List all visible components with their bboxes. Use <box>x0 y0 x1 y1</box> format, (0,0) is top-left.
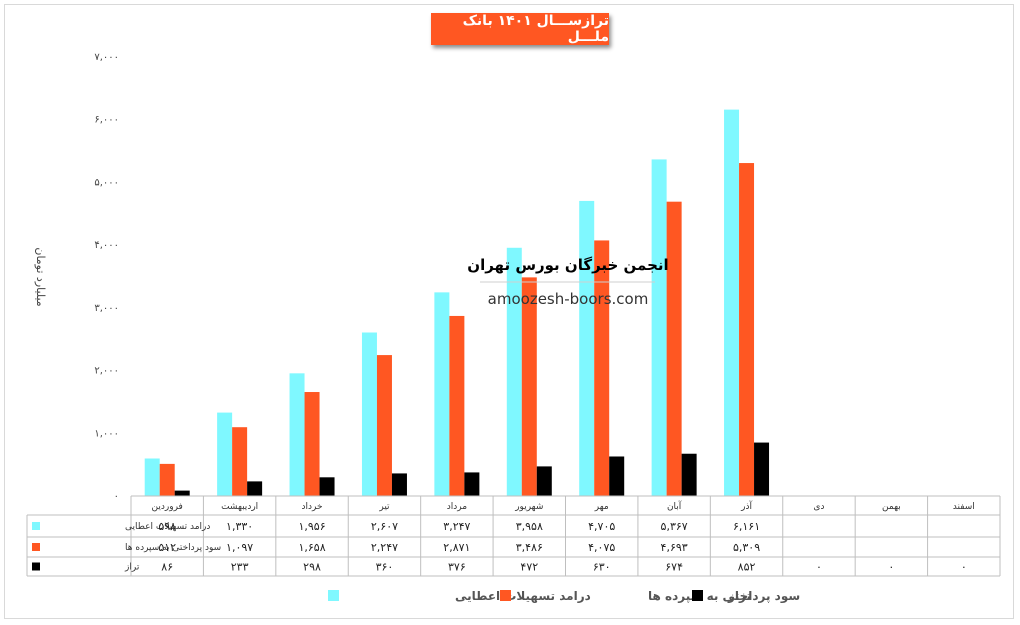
table-cell: ۸۶ <box>161 561 173 574</box>
table-cell: ۵,۳۰۹ <box>733 541 760 554</box>
bar <box>449 315 465 496</box>
bar <box>579 200 595 496</box>
y-tick-label: ۳,۰۰۰ <box>94 303 119 314</box>
table-header-cell: آبان <box>667 500 682 512</box>
bar <box>289 373 305 496</box>
table-cell: ۵۹۸ <box>158 520 176 533</box>
legend-label: تراز <box>727 589 751 603</box>
table-row-label: تراز <box>124 563 140 573</box>
watermark-line1: انجمن خبرگان بورس تهران <box>467 256 668 274</box>
bar <box>391 473 407 496</box>
legend-label: سود پرداختی به سپرده ها <box>648 589 800 604</box>
bar <box>506 247 522 496</box>
table-header-cell: بهمن <box>882 502 901 512</box>
bar <box>464 472 480 496</box>
y-axis: ۰ ۱,۰۰۰ ۲,۰۰۰ ۳,۰۰۰ ۴,۰۰۰ ۵,۰۰۰ ۶,۰۰۰ ۷,۰۰۰ <box>94 52 119 502</box>
table-cell: ۲,۸۷۱ <box>443 541 470 554</box>
table-cell: ۴۷۲ <box>520 561 538 574</box>
legend-label: درامد تسهیلات اعطایی <box>455 589 591 603</box>
table-cell: ۵۱۲ <box>158 541 176 554</box>
watermark-line2: amoozesh-boors.com <box>488 290 649 308</box>
legend-key <box>328 590 339 601</box>
table-header-cell: مهر <box>594 502 609 512</box>
table-cell: ۰ <box>816 561 822 574</box>
y-tick-label: ۲,۰۰۰ <box>94 366 119 377</box>
bar <box>217 412 233 496</box>
table-cell: ۳۷۶ <box>448 561 466 574</box>
table-header-cell: شهریور <box>514 502 543 512</box>
bar <box>724 109 740 497</box>
table-cell: ۳۶۰ <box>376 561 394 574</box>
table-cell: ۲,۶۰۷ <box>371 520 398 533</box>
bar <box>376 355 392 496</box>
table-cell: ۱,۰۹۷ <box>226 541 253 554</box>
y-tick-label: ۶,۰۰۰ <box>94 115 119 126</box>
table-cell: ۸۵۲ <box>738 561 756 574</box>
table-header-cell: آذر <box>740 500 752 512</box>
table-cell: ۱,۶۵۸ <box>298 541 325 554</box>
watermark: انجمن خبرگان بورس تهران amoozesh-boors.c… <box>467 256 668 308</box>
table-cell: ۲۳۳ <box>231 561 249 574</box>
bar <box>521 277 537 496</box>
table-cell: ۳,۹۵۸ <box>516 520 543 533</box>
bar <box>651 159 667 497</box>
data-table: فروردین اردیبهشت خرداد تیر مرداد شهریور مهر آبا… <box>26 495 1001 577</box>
table-cell: ۴,۶۹۳ <box>661 541 688 554</box>
table-cell: ۴,۷۰۵ <box>588 520 615 533</box>
bar <box>594 240 610 496</box>
table-cell: ۶۷۴ <box>665 561 683 574</box>
chart-title: ترازســـال ۱۴۰۱ بانک ملـــل <box>431 13 609 45</box>
table-row-label: سود پرداختی به سپرده ها <box>125 543 221 553</box>
bar <box>232 427 248 496</box>
table-cell: ۵,۳۶۷ <box>661 520 688 533</box>
table-cell: ۴,۰۷۵ <box>588 541 615 554</box>
bar <box>536 466 552 496</box>
table-header-cell: فروردین <box>152 502 183 512</box>
table-cell: ۲,۲۴۷ <box>371 541 398 554</box>
table-cell: ۳,۲۴۷ <box>443 520 470 533</box>
table-header-cell: مرداد <box>447 502 467 512</box>
bar <box>681 453 697 496</box>
table-header-cell: تیر <box>378 502 390 512</box>
table-header-cell: اردیبهشت <box>221 502 258 512</box>
bar <box>174 490 190 496</box>
table-cell: ۰ <box>888 561 894 574</box>
bar <box>247 481 263 496</box>
table-cell: ۱,۳۳۰ <box>226 520 253 533</box>
legend-key <box>692 590 703 601</box>
bar <box>304 392 320 496</box>
bar <box>159 463 175 496</box>
table-cell: ۱,۹۵۶ <box>298 520 325 533</box>
table-cell: ۰ <box>961 561 967 574</box>
table-cell: ۲۹۸ <box>303 561 321 574</box>
bar <box>666 201 682 496</box>
y-tick-label: ۴,۰۰۰ <box>94 240 119 251</box>
y-tick-label: ۵,۰۰۰ <box>94 177 119 188</box>
bar <box>361 332 377 496</box>
table-cell: ۶,۱۶۱ <box>733 520 760 533</box>
legend: درامد تسهیلات اعطایی سود پرداختی به سپرده… <box>328 589 800 604</box>
bar <box>434 292 450 496</box>
table-header-cell: دی <box>813 502 824 512</box>
table-header-cell: خرداد <box>302 502 323 512</box>
bar <box>739 163 755 496</box>
table-row-key <box>32 543 40 551</box>
y-tick-label: ۱,۰۰۰ <box>94 428 119 439</box>
legend-key <box>500 590 511 601</box>
table-row-key <box>32 522 40 530</box>
bar <box>754 442 770 496</box>
table-header-cell: اسفند <box>953 502 975 512</box>
table-row-label: درامد تسهیلات اعطایی <box>125 522 210 532</box>
bar <box>319 477 335 496</box>
bar <box>609 456 625 496</box>
table-row-key <box>32 562 40 571</box>
table-cell: ۳,۴۸۶ <box>516 541 543 554</box>
y-axis-label: میلیارد تومان <box>34 247 47 306</box>
y-tick-label: ۷,۰۰۰ <box>94 52 119 63</box>
bar <box>144 458 160 496</box>
y-tick-label: ۰ <box>114 491 119 502</box>
bars <box>144 109 770 497</box>
table-cell: ۶۳۰ <box>593 561 611 574</box>
